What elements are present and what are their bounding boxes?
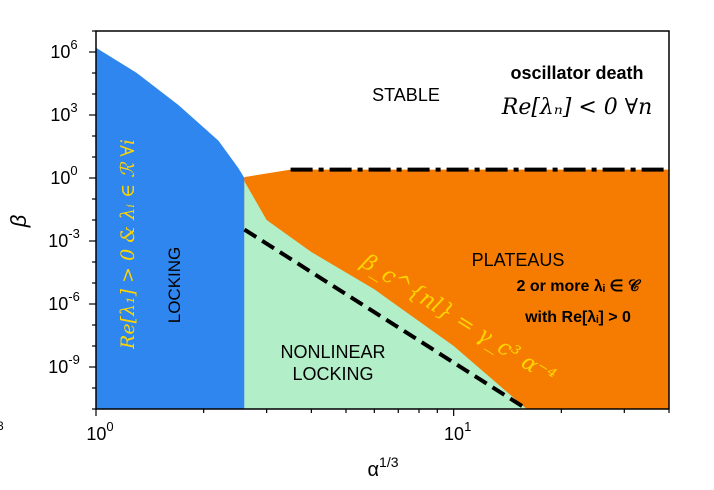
locking-condition: Re[λ₁] > 0 & λᵢ ∈ ℛ ∀i	[117, 139, 139, 350]
regions-layer	[96, 47, 669, 409]
locking-label: LOCKING	[165, 247, 184, 324]
nonlinear-label-line2: LOCKING	[292, 364, 373, 384]
y-axis-label: β	[6, 214, 31, 228]
x-tick-label: 100	[86, 419, 113, 444]
y-tick-label: 100	[50, 163, 77, 188]
plateaus-label: PLATEAUS	[472, 250, 565, 270]
locking-region	[96, 47, 245, 409]
partial-left-label: 3	[0, 419, 4, 433]
y-tick-label: 10-3	[48, 226, 80, 251]
oscillator-death-condition: Re[λₙ] < 0 ∀n	[501, 95, 652, 120]
stable-label: STABLE	[372, 85, 440, 105]
plateaus-condition-line1: 2 or more λᵢ ∈ 𝒞	[516, 278, 641, 295]
axis-ticks	[89, 30, 670, 416]
axis-tick-labels: 100 101 106 103 100 10-3 10-6 10-9	[48, 37, 471, 444]
plateaus-condition-line2: with Re[λᵢ] > 0	[524, 309, 631, 326]
critical-dashed-line	[243, 227, 528, 411]
x-tick-label: 101	[444, 419, 471, 444]
oscillator-death-label: oscillator death	[510, 63, 643, 83]
nonlinear-locking-wedge	[244, 229, 527, 409]
plateaus-region	[244, 169, 669, 409]
y-tick-label: 103	[50, 100, 77, 125]
nonlinear-label-line1: NONLINEAR	[280, 342, 385, 362]
y-tick-label: 10-9	[48, 352, 80, 377]
x-axis-label: α1/3	[367, 454, 398, 481]
y-tick-label: 10-6	[48, 289, 80, 314]
boundary-lines	[243, 167, 669, 411]
y-tick-label: 106	[50, 37, 77, 62]
